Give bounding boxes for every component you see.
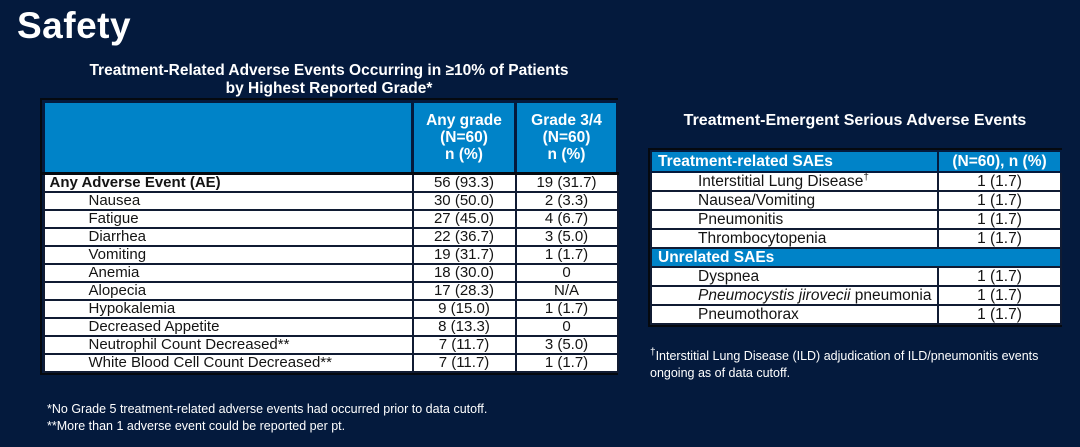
col-header-grade-3-4: Grade 3/4 (N=60) n (%) [514, 100, 619, 175]
grade-3-4-value: 4 (6.7) [514, 209, 619, 229]
any-grade-value: 22 (36.7) [411, 227, 517, 247]
any-grade-value: 18 (30.0) [411, 263, 517, 283]
table-row: Hypokalemia 9 (15.0) 1 (1.7) [42, 299, 619, 319]
ae-label: Any Adverse Event (AE) [42, 172, 414, 193]
table-row: White Blood Cell Count Decreased** 7 (11… [42, 353, 619, 373]
any-grade-value: 27 (45.0) [411, 209, 517, 229]
sae-value: 1 (1.7) [937, 304, 1062, 325]
grade-3-4-value: 0 [514, 317, 619, 337]
sae-header-row: Treatment-related SAEs (N=60), n (%) [650, 150, 1062, 173]
section-header-unrelated-saes: Unrelated SAEs [650, 247, 1062, 268]
any-grade-value: 56 (93.3) [411, 172, 517, 193]
any-grade-value: 7 (11.7) [411, 335, 517, 355]
serious-ae-table: Treatment-related SAEs (N=60), n (%) Int… [648, 148, 1062, 327]
sae-header-value: (N=60), n (%) [937, 150, 1062, 173]
sae-value: 1 (1.7) [937, 266, 1062, 287]
section-header-row: Unrelated SAEs [650, 247, 1062, 268]
ae-label: Neutrophil Count Decreased** [42, 335, 414, 355]
table-row: Interstitial Lung Disease† 1 (1.7) [650, 171, 1062, 192]
sae-label: Pneumonitis [650, 209, 939, 230]
table-row: Decreased Appetite 8 (13.3) 0 [42, 317, 619, 337]
ae-label: Fatigue [42, 209, 414, 229]
ae-label: Alopecia [42, 281, 414, 301]
any-grade-value: 7 (11.7) [411, 353, 517, 373]
sae-label: Pneumothorax [650, 304, 939, 325]
left-footnotes: *No Grade 5 treatment-related adverse ev… [47, 401, 607, 435]
grade-3-4-value: 2 (3.3) [514, 191, 619, 211]
table-row: Pneumonitis 1 (1.7) [650, 209, 1062, 230]
ae-label: Vomiting [42, 245, 414, 265]
table-row: Anemia 18 (30.0) 0 [42, 263, 619, 283]
table-row: Vomiting 19 (31.7) 1 (1.7) [42, 245, 619, 265]
sae-value: 1 (1.7) [937, 171, 1062, 192]
grade-3-4-value: 0 [514, 263, 619, 283]
sae-label: Thrombocytopenia [650, 228, 939, 249]
dagger-symbol: † [863, 172, 869, 183]
footnote-multiple-ae: **More than 1 adverse event could be rep… [47, 419, 346, 433]
table-row: Fatigue 27 (45.0) 4 (6.7) [42, 209, 619, 229]
any-grade-value: 8 (13.3) [411, 317, 517, 337]
grade-3-4-value: N/A [514, 281, 619, 301]
table-row: Nausea/Vomiting 1 (1.7) [650, 190, 1062, 211]
grade-3-4-value: 1 (1.7) [514, 245, 619, 265]
any-grade-value: 17 (28.3) [411, 281, 517, 301]
dagger-symbol: † [650, 346, 656, 358]
right-table-title: Treatment-Emergent Serious Adverse Event… [683, 112, 1027, 129]
table-row: Dyspnea 1 (1.7) [650, 266, 1062, 287]
ild-footnote: †Interstitial Lung Disease (ILD) adjudic… [650, 346, 1048, 382]
sae-value: 1 (1.7) [937, 228, 1062, 249]
ae-label: White Blood Cell Count Decreased** [42, 353, 414, 373]
table-row: Pneumocystis jirovecii pneumonia 1 (1.7) [650, 285, 1062, 306]
table-row: Diarrhea 22 (36.7) 3 (5.0) [42, 227, 619, 247]
slide-title: Safety [17, 5, 132, 46]
sae-label-text: Interstitial Lung Disease [698, 173, 864, 190]
ae-label: Anemia [42, 263, 414, 283]
table-row: Pneumothorax 1 (1.7) [650, 304, 1062, 325]
sae-value: 1 (1.7) [937, 285, 1062, 306]
table-header-row: Any grade (N=60) n (%) Grade 3/4 (N=60) … [42, 100, 619, 175]
sae-label: Interstitial Lung Disease† [650, 171, 939, 192]
table-row: Neutrophil Count Decreased** 7 (11.7) 3 … [42, 335, 619, 355]
ae-label: Decreased Appetite [42, 317, 414, 337]
table-row: Alopecia 17 (28.3) N/A [42, 281, 619, 301]
sae-label: Dyspnea [650, 266, 939, 287]
table-row: Nausea 30 (50.0) 2 (3.3) [42, 191, 619, 211]
footnote-grade5: *No Grade 5 treatment-related adverse ev… [47, 402, 488, 416]
ild-footnote-text: Interstitial Lung Disease (ILD) adjudica… [650, 349, 1039, 380]
sae-value: 1 (1.7) [937, 190, 1062, 211]
treatment-related-ae-table: Any grade (N=60) n (%) Grade 3/4 (N=60) … [40, 98, 619, 375]
sae-header-label: Treatment-related SAEs [650, 150, 939, 173]
grade-3-4-value: 3 (5.0) [514, 227, 619, 247]
sae-label-text: pneumonia [850, 287, 932, 304]
ae-label: Diarrhea [42, 227, 414, 247]
sae-value: 1 (1.7) [937, 209, 1062, 230]
grade-3-4-value: 19 (31.7) [514, 172, 619, 193]
ae-label: Hypokalemia [42, 299, 414, 319]
organism-name-italic: Pneumocystis jirovecii [698, 287, 851, 304]
grade-3-4-value: 1 (1.7) [514, 353, 619, 373]
col-header-any-grade: Any grade (N=60) n (%) [411, 100, 517, 175]
grade-3-4-value: 3 (5.0) [514, 335, 619, 355]
sae-label: Pneumocystis jirovecii pneumonia [650, 285, 939, 306]
any-grade-value: 19 (31.7) [411, 245, 517, 265]
table-row: Thrombocytopenia 1 (1.7) [650, 228, 1062, 249]
table-row: Any Adverse Event (AE) 56 (93.3) 19 (31.… [42, 172, 619, 193]
any-grade-value: 30 (50.0) [411, 191, 517, 211]
grade-3-4-value: 1 (1.7) [514, 299, 619, 319]
ae-label: Nausea [42, 191, 414, 211]
left-table-title: Treatment-Related Adverse Events Occurri… [89, 62, 569, 97]
sae-label: Nausea/Vomiting [650, 190, 939, 211]
any-grade-value: 9 (15.0) [411, 299, 517, 319]
col-header-event [42, 100, 414, 175]
